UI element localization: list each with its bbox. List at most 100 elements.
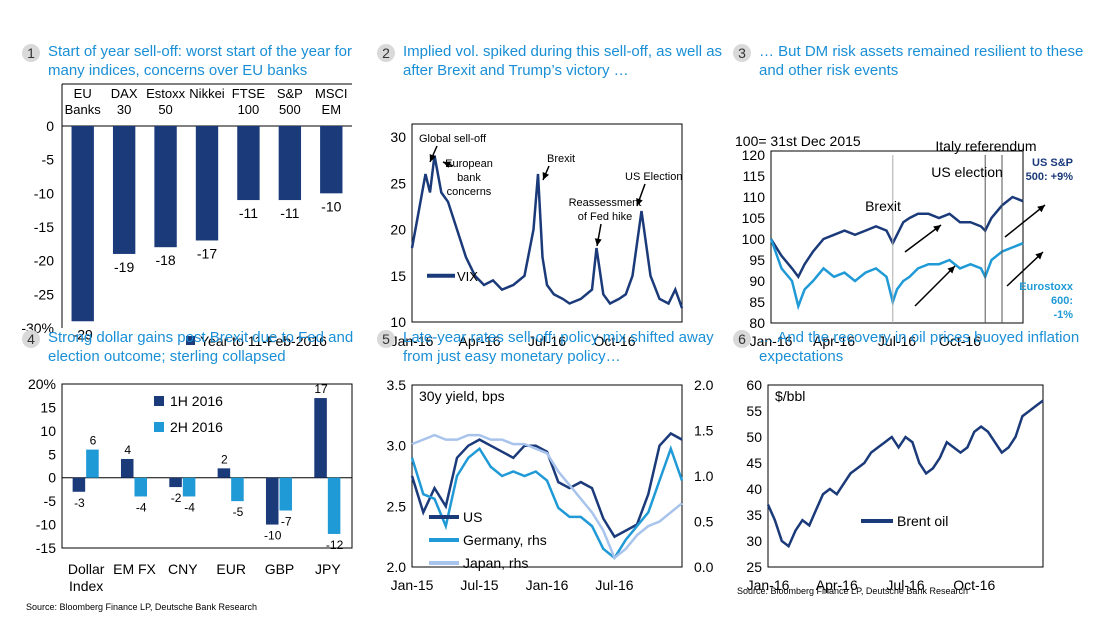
data-label: -19 <box>114 259 134 275</box>
legend-swatch <box>154 422 164 432</box>
panel-2: 2 Implied vol. spiked during this sell-o… <box>377 42 732 349</box>
x-tick-label: Jul-16 <box>595 577 633 593</box>
annotation: Reassessment <box>569 197 642 209</box>
x-tick-label: Jul-15 <box>460 577 498 593</box>
y-tick-label: 10 <box>390 314 406 330</box>
y-tick-label: 40 <box>746 481 762 497</box>
bar <box>314 398 327 478</box>
y-tick-label: -5 <box>44 493 57 509</box>
category-label: Estoxx <box>146 86 186 101</box>
data-label: -12 <box>326 538 344 552</box>
bar <box>320 126 343 194</box>
x-tick-label: Oct-16 <box>939 333 981 349</box>
bar <box>327 477 341 534</box>
chart-6: 25 30 35 40 45 50 55 60 Jan-16 Apr-16 Jul-16 Oct-16… <box>746 377 1044 593</box>
data-label: -7 <box>281 515 292 529</box>
annotation-arrow-head <box>443 161 451 168</box>
panel-number: 2 <box>377 44 395 62</box>
category-label: Dollar <box>68 561 105 577</box>
category-label: JPY <box>315 561 341 577</box>
panel-header: 2 Implied vol. spiked during this sell-o… <box>377 42 732 94</box>
annotation: Brexit <box>865 198 901 214</box>
category-label: GBP <box>265 561 295 577</box>
annotation-arrow-head <box>594 238 602 246</box>
annotation: Brexit <box>547 153 575 165</box>
y2-tick-label: 2.0 <box>694 377 714 393</box>
y2-tick-label: 0.0 <box>694 559 714 575</box>
chart-subtitle: 100= 31st Dec 2015 <box>735 133 861 149</box>
bar <box>169 477 182 488</box>
y-tick-label: 20 <box>390 222 406 238</box>
legend-swatch <box>186 336 195 345</box>
category-label: 30 <box>117 102 131 117</box>
data-label: 17 <box>314 382 328 396</box>
category-label: CNY <box>168 561 198 577</box>
y2-tick-label: 0.5 <box>694 514 714 530</box>
panel-title: … And the recovery in oil prices buoyed … <box>759 329 1080 365</box>
y-tick-label: 5 <box>48 446 56 462</box>
y-tick-label: 105 <box>742 210 766 226</box>
legend-label: Germany, rhs <box>463 532 547 548</box>
legend-swatch <box>154 396 164 406</box>
series-line <box>410 155 684 309</box>
plot-frame <box>767 384 1044 568</box>
bar <box>195 126 219 241</box>
data-label: 4 <box>124 443 131 457</box>
panel-1: 1 Start of year sell-off: worst start of… <box>21 42 377 349</box>
category-label: DAX <box>111 86 138 101</box>
x-tick-label: Apr-16 <box>816 577 858 593</box>
category-label: Banks <box>65 102 102 117</box>
trend-arrow-head <box>1035 252 1043 260</box>
annotation: of Fed hike <box>578 211 632 223</box>
chart-2: 10 15 20 25 30 Jan-16 Apr-16 Jul-16 Oct-16 VIX Glo… <box>390 123 684 349</box>
x-tick-label: Jul-16 <box>528 333 566 349</box>
x-tick-label: Apr-16 <box>458 333 500 349</box>
y-tick-label: 25 <box>746 559 762 575</box>
y-tick-label: 60 <box>746 377 762 393</box>
data-label: -10 <box>264 529 282 543</box>
panel-header: 1 Start of year sell-off: worst start of… <box>22 42 377 94</box>
data-label: -11 <box>280 205 299 221</box>
panel-title: Start of year sell-off: worst start of t… <box>48 43 353 79</box>
annotation-arrow-head <box>636 198 643 206</box>
y-tick-label: -20 <box>34 253 54 269</box>
category-label: EU <box>74 86 92 101</box>
series-line <box>411 433 683 560</box>
bar <box>86 449 99 478</box>
annotation-arrow-head <box>429 154 437 162</box>
series-line <box>769 195 1024 280</box>
bar <box>278 126 302 201</box>
y-tick-label: -10 <box>36 517 56 533</box>
category-label: 100 <box>238 102 260 117</box>
legend-label: 2H 2016 <box>170 419 223 435</box>
category-label: FTSE <box>232 86 266 101</box>
y-tick-label: 0 <box>46 118 54 134</box>
trend-arrow <box>914 265 956 307</box>
y-tick-label: -15 <box>36 540 56 556</box>
x-tick-label: Jan-16 <box>391 333 434 349</box>
panel-3: 3 … But DM risk assets remained resilien… <box>733 42 1088 349</box>
y-tick-label: 2.0 <box>387 559 407 575</box>
y-tick-label: 35 <box>746 507 762 523</box>
y-tick-label: 45 <box>746 455 762 471</box>
series-label: US S&P <box>1032 157 1073 169</box>
bar <box>279 477 293 511</box>
category-label: Index <box>69 578 103 594</box>
bar <box>134 477 148 497</box>
x-tick-label: Jul-16 <box>878 333 916 349</box>
panel-5: 5 Late-year rates sell-off: policy mix s… <box>377 328 732 620</box>
y2-tick-label: 1.5 <box>694 423 714 439</box>
panel-header: 4 Strong dollar gains post Brexit due to… <box>22 328 377 380</box>
legend-label: VIX <box>457 269 478 284</box>
x-tick-label: Jul-16 <box>886 577 924 593</box>
series-line <box>766 399 1044 549</box>
data-label: -18 <box>155 252 175 268</box>
y-tick-label: 0 <box>48 470 56 486</box>
panel-title: Late-year rates sell-off: policy mix shi… <box>403 329 714 365</box>
annotation: bank <box>457 172 481 184</box>
chart-5: 2.0 2.5 3.0 3.5 0.0 0.5 1.0 1.5 2.0 Jan-15 Jul-15 J… <box>387 377 714 593</box>
data-label: 6 <box>90 434 97 448</box>
annotation: European <box>445 158 493 170</box>
data-label: -11 <box>239 205 258 221</box>
